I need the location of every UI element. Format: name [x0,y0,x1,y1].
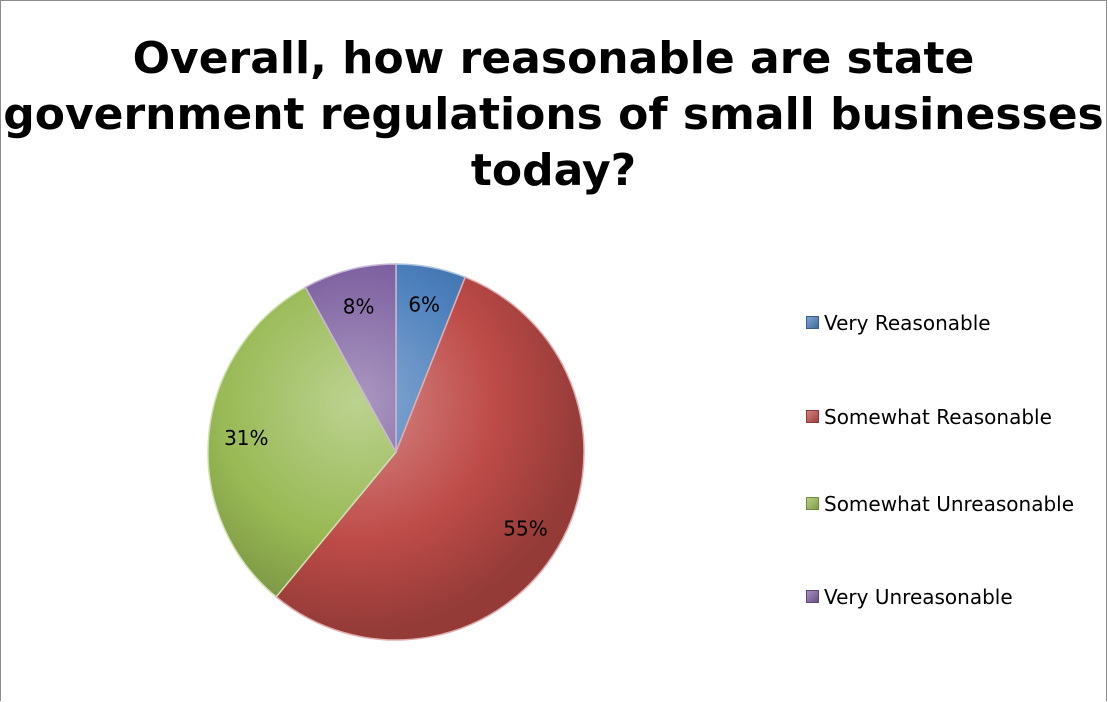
chart-title-line-1: Overall, how reasonable are state [132,33,975,84]
pie-slices [207,263,585,641]
legend-label: Somewhat Unreasonable [824,492,1075,516]
legend-label: Very Unreasonable [824,585,1013,609]
chart-title: Overall, how reasonable are state govern… [1,31,1106,199]
pie-slice-somewhat-unreasonable [207,286,397,598]
data-label-very-unreasonable: 8% [343,294,375,318]
legend-swatch [806,497,819,510]
legend-swatch [806,316,819,329]
chart-title-line-3: today? [470,145,637,196]
data-label-somewhat-reasonable: 55% [503,517,547,541]
legend-swatch [806,590,819,603]
legend-swatch [806,410,819,423]
data-label-very-reasonable: 6% [408,292,440,316]
pie-labels: 6% 55% 31% 8% [224,292,548,540]
legend-label: Somewhat Reasonable [824,405,1052,429]
pie-slice-somewhat-reasonable [275,276,585,641]
legend-label: Very Reasonable [824,311,991,335]
pie-slice-very-unreasonable [304,263,397,453]
chart-title-line-2: government regulations of small business… [3,89,1104,140]
data-label-somewhat-unreasonable: 31% [224,426,268,450]
